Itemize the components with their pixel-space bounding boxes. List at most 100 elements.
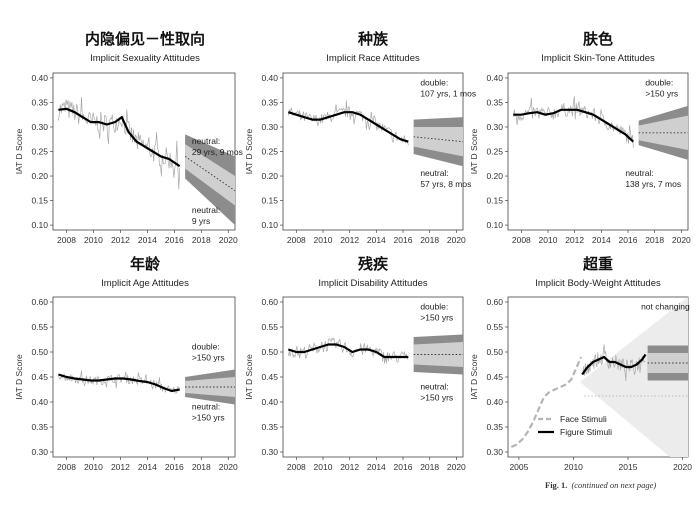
y-tick-label: 0.15: [261, 196, 278, 206]
chart-subtitle: Implicit Skin-Tone Attitudes: [541, 53, 655, 64]
x-tick-label: 2018: [645, 235, 664, 245]
x-tick-label: 2014: [367, 235, 386, 245]
x-tick-label: 2020: [672, 235, 691, 245]
x-tick-label: 2012: [340, 235, 359, 245]
y-tick-label: 0.50: [31, 347, 48, 357]
x-tick-label: 2012: [340, 462, 359, 472]
raw-data-line: [58, 96, 181, 190]
x-tick-label: 2020: [219, 462, 238, 472]
y-tick-label: 0.35: [261, 422, 278, 432]
x-tick-label: 2008: [287, 235, 306, 245]
y-axis-label: IAT D Score: [469, 128, 479, 174]
y-tick-label: 0.35: [261, 97, 278, 107]
annotation: neutral: 9 yrs: [192, 205, 220, 226]
y-tick-label: 0.50: [261, 347, 278, 357]
y-tick-label: 0.60: [31, 297, 48, 307]
chart-title-zh: 肤色: [583, 30, 613, 48]
x-tick-label: 2014: [138, 235, 157, 245]
y-tick-label: 0.45: [31, 372, 48, 382]
trend-line: [287, 111, 409, 143]
y-tick-label: 0.30: [31, 122, 48, 132]
x-tick-label: 2010: [314, 235, 333, 245]
x-tick-label: 2008: [512, 235, 531, 245]
y-tick-label: 0.40: [486, 73, 503, 83]
y-tick-label: 0.60: [261, 297, 278, 307]
y-tick-label: 0.35: [486, 97, 503, 107]
y-tick-label: 0.15: [486, 196, 503, 206]
legend-label: Figure Stimuli: [560, 427, 612, 437]
chart-panel-1: 内隐偏见－性取向 Implicit Sexuality Attitudes 0.10…: [14, 30, 243, 245]
y-tick-label: 0.40: [486, 397, 503, 407]
x-tick-label: 2010: [564, 462, 583, 472]
y-tick-label: 0.55: [31, 322, 48, 332]
plot-area: [58, 369, 235, 405]
annotation: neutral: 57 yrs, 8 mos: [420, 168, 471, 189]
y-axis-label: IAT D Score: [469, 354, 479, 400]
chart-subtitle: Implicit Disability Attitudes: [318, 278, 428, 289]
x-tick-label: 2010: [314, 462, 333, 472]
x-tick-label: 2014: [592, 235, 611, 245]
raw-data-line: [58, 370, 180, 394]
y-tick-label: 0.35: [486, 422, 503, 432]
x-tick-label: 2010: [84, 462, 103, 472]
x-tick-label: 2012: [111, 235, 130, 245]
chart-subtitle: Implicit Age Attitudes: [101, 278, 189, 289]
y-tick-label: 0.35: [31, 97, 48, 107]
x-tick-label: 2012: [565, 235, 584, 245]
raw-data-line: [512, 96, 634, 148]
y-tick-label: 0.30: [486, 447, 503, 457]
forecast-line: [413, 136, 463, 143]
x-tick-label: 2016: [394, 235, 413, 245]
chart-panel-4: 年龄 Implicit Age Attitudes 0.30 0.35 0.40 0.45…: [14, 255, 238, 472]
annotation: double: 107 yrs, 1 mos: [420, 77, 476, 98]
y-tick-label: 0.60: [486, 297, 503, 307]
x-tick-label: 2018: [192, 235, 211, 245]
y-tick-label: 0.30: [486, 122, 503, 132]
y-tick-label: 0.20: [31, 171, 48, 181]
chart-title-zh: 种族: [357, 30, 389, 48]
y-tick-label: 0.55: [486, 322, 503, 332]
x-tick-label: 2020: [447, 235, 466, 245]
legend: Face Stimuli Figure Stimuli: [538, 414, 612, 437]
chart-title-zh: 内隐偏见－性取向: [85, 30, 205, 48]
chart-title-zh: 超重: [582, 255, 613, 273]
y-tick-label: 0.45: [486, 372, 503, 382]
y-tick-label: 0.40: [261, 73, 278, 83]
y-tick-label: 0.20: [486, 171, 503, 181]
annotation: neutral: 29 yrs, 9 mos: [192, 136, 243, 157]
y-axis-label: IAT D Score: [14, 128, 24, 174]
y-tick-label: 0.30: [261, 447, 278, 457]
plot-area: [287, 334, 463, 375]
x-tick-label: 2018: [192, 462, 211, 472]
y-tick-label: 0.30: [261, 122, 278, 132]
figure-caption: Fig. 1. (continued on next page): [545, 480, 656, 490]
x-tick-label: 2020: [673, 462, 692, 472]
annotation: double: >150 yrs: [192, 342, 225, 363]
annotation: neutral: >150 yrs: [420, 382, 453, 403]
x-tick-label: 2016: [165, 462, 184, 472]
plot-area: [58, 96, 235, 226]
x-tick-label: 2015: [619, 462, 638, 472]
annotation: neutral: >150 yrs: [192, 402, 225, 423]
plot-area: [510, 297, 688, 457]
chart-panel-2: 种族 Implicit Race Attitudes 0.10 0.15 0.20 0.2…: [244, 30, 476, 245]
chart-panel-5: 残疾 Implicit Disability Attitudes 0.30 0.35 0…: [244, 255, 466, 472]
chart-title-zh: 年龄: [130, 255, 161, 273]
x-tick-label: 2020: [219, 235, 238, 245]
y-tick-label: 0.10: [261, 220, 278, 230]
x-tick-label: 2016: [165, 235, 184, 245]
y-tick-label: 0.55: [261, 322, 278, 332]
plot-area: [287, 100, 463, 167]
x-tick-label: 2008: [57, 462, 76, 472]
plot-frame: [507, 72, 689, 231]
chart-subtitle: Implicit Race Attitudes: [326, 53, 420, 64]
x-tick-label: 2014: [367, 462, 386, 472]
plot-frame: [282, 296, 464, 458]
y-tick-label: 0.35: [31, 422, 48, 432]
annotation: double: >150 yrs: [645, 77, 678, 98]
uncertainty-cone: [580, 297, 688, 457]
y-tick-label: 0.40: [31, 397, 48, 407]
y-tick-label: 0.40: [31, 73, 48, 83]
y-tick-label: 0.25: [486, 147, 503, 157]
